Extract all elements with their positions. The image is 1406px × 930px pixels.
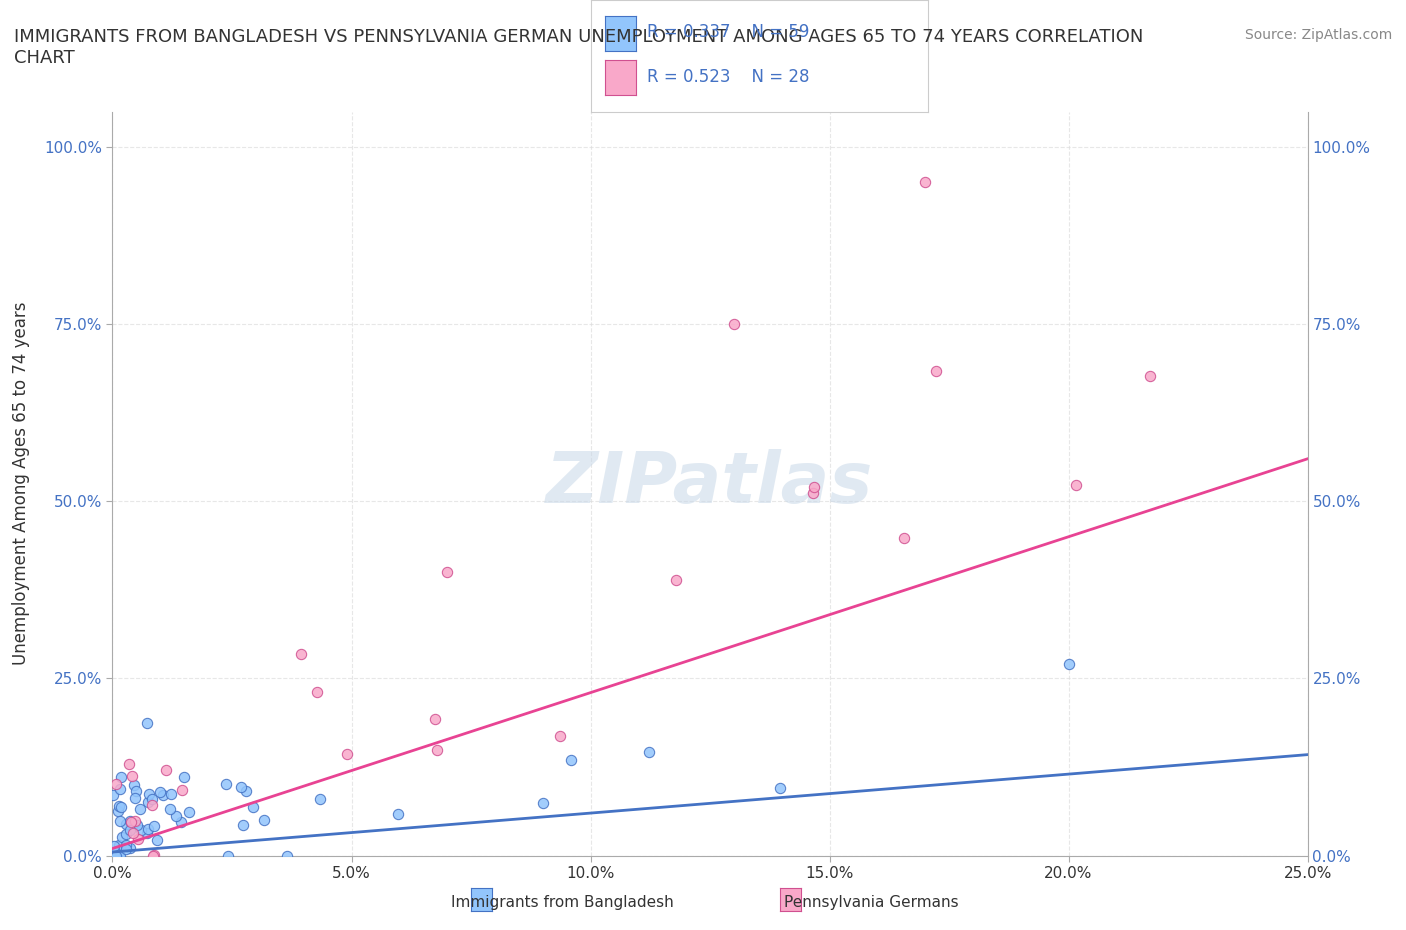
Point: [108, 837, 131, 852]
Point: [531, 795, 554, 810]
Point: [769, 780, 792, 795]
Point: [115, 827, 138, 842]
Point: [103, 788, 125, 803]
Point: [105, 848, 128, 863]
Point: [893, 531, 915, 546]
Point: [637, 745, 659, 760]
Point: [115, 817, 138, 831]
Point: [108, 848, 131, 863]
Point: [914, 175, 936, 190]
Point: [665, 572, 688, 587]
Point: [232, 817, 254, 832]
Point: [110, 830, 132, 844]
Point: [179, 804, 201, 819]
Point: [307, 684, 329, 699]
Point: [138, 787, 160, 802]
Point: [120, 841, 142, 856]
Point: [121, 769, 143, 784]
Point: [436, 565, 458, 579]
Point: [110, 800, 132, 815]
Point: [124, 814, 146, 829]
Point: [136, 794, 159, 809]
Point: [170, 815, 193, 830]
Point: [143, 847, 166, 862]
Point: [159, 802, 181, 817]
Point: [387, 806, 409, 821]
Text: Pennsylvania Germans: Pennsylvania Germans: [785, 895, 959, 910]
Point: [127, 817, 149, 832]
Point: [560, 752, 582, 767]
Point: [104, 848, 127, 863]
Point: [135, 715, 157, 730]
Point: [118, 757, 141, 772]
Point: [925, 364, 948, 379]
Point: [143, 818, 166, 833]
Point: [235, 783, 257, 798]
Point: [122, 778, 145, 793]
Y-axis label: Unemployment Among Ages 65 to 74 years: Unemployment Among Ages 65 to 74 years: [13, 302, 30, 665]
Point: [136, 822, 159, 837]
Point: [108, 814, 131, 829]
Text: IMMIGRANTS FROM BANGLADESH VS PENNSYLVANIA GERMAN UNEMPLOYMENT AMONG AGES 65 TO : IMMIGRANTS FROM BANGLADESH VS PENNSYLVAN…: [14, 28, 1143, 67]
Point: [114, 842, 136, 857]
Text: R = 0.337    N = 59: R = 0.337 N = 59: [647, 22, 808, 41]
Point: [120, 823, 142, 838]
Point: [253, 813, 276, 828]
Point: [215, 777, 238, 791]
Point: [172, 782, 194, 797]
Point: [122, 826, 145, 841]
Point: [124, 790, 146, 805]
Point: [110, 781, 132, 796]
Point: [309, 791, 332, 806]
Point: [803, 479, 825, 494]
Text: Source: ZipAtlas.com: Source: ZipAtlas.com: [1244, 28, 1392, 42]
Point: [136, 826, 159, 841]
Point: [104, 777, 127, 791]
Point: [110, 770, 132, 785]
Point: [801, 485, 824, 500]
Point: [1139, 369, 1161, 384]
Point: [141, 848, 163, 863]
Point: [426, 743, 449, 758]
Point: [129, 802, 152, 817]
Point: [1066, 477, 1088, 492]
Point: [165, 808, 187, 823]
Point: [145, 832, 167, 847]
Point: [114, 837, 136, 852]
Point: [127, 831, 149, 846]
Point: [723, 317, 745, 332]
Point: [141, 798, 163, 813]
Point: [276, 848, 298, 863]
Text: ZIPatlas: ZIPatlas: [547, 449, 873, 518]
Point: [231, 779, 253, 794]
Point: [336, 746, 359, 761]
Point: [155, 763, 177, 777]
Point: [120, 815, 142, 830]
Point: [125, 784, 148, 799]
Point: [129, 823, 152, 838]
Point: [152, 788, 174, 803]
Point: [107, 804, 129, 819]
Point: [108, 848, 131, 863]
Point: [108, 798, 131, 813]
Point: [173, 770, 195, 785]
Point: [103, 839, 125, 854]
Point: [141, 791, 163, 806]
Text: R = 0.523    N = 28: R = 0.523 N = 28: [647, 68, 810, 86]
Point: [1057, 657, 1080, 671]
Point: [548, 728, 571, 743]
Point: [148, 785, 170, 800]
Point: [217, 848, 239, 863]
Point: [118, 814, 141, 829]
Point: [104, 844, 127, 859]
Point: [160, 787, 183, 802]
Point: [425, 711, 447, 726]
Point: [242, 800, 264, 815]
Text: Immigrants from Bangladesh: Immigrants from Bangladesh: [451, 895, 673, 910]
Point: [290, 646, 312, 661]
